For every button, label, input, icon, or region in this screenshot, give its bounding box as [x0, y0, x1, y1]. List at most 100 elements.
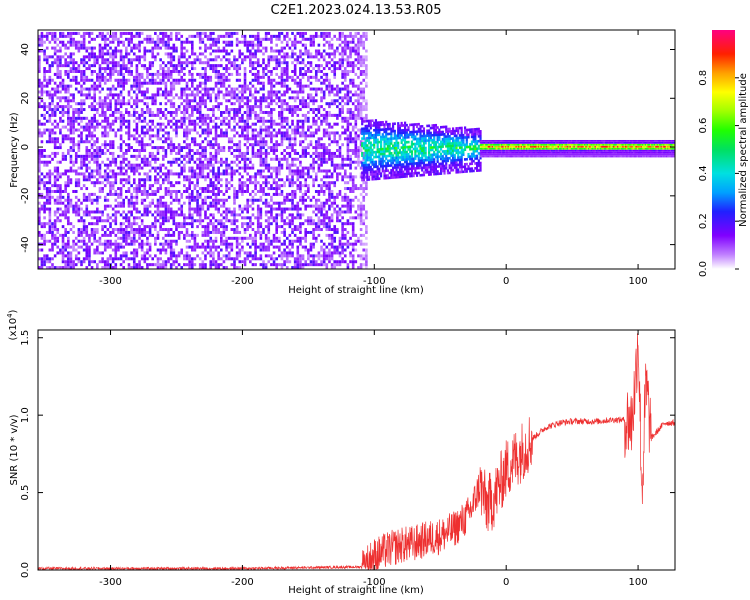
heatmap-cell — [38, 58, 41, 62]
heatmap-cell — [135, 31, 139, 35]
heatmap-cell — [256, 213, 260, 217]
heatmap-cell — [143, 149, 147, 153]
heatmap-cell — [122, 233, 126, 237]
heatmap-cell — [67, 134, 70, 138]
heatmap-cell — [61, 137, 65, 141]
heatmap-cell — [233, 263, 236, 267]
heatmap-cell — [267, 125, 271, 129]
heatmap-cell — [61, 233, 65, 237]
heatmap-cell — [127, 216, 131, 220]
heatmap-cell — [122, 184, 126, 188]
heatmap-cell — [40, 105, 44, 109]
heatmap-cell — [117, 93, 120, 97]
heatmap-cell — [138, 84, 141, 88]
heatmap-cell — [117, 248, 120, 252]
heatmap-cell — [188, 210, 191, 214]
heatmap-cell — [98, 99, 102, 103]
heatmap-cell — [159, 216, 162, 220]
heatmap-cell — [93, 69, 96, 73]
heatmap-cell — [214, 81, 218, 85]
heatmap-cell — [312, 257, 315, 261]
heatmap-cell — [233, 222, 236, 226]
heatmap-cell — [270, 198, 273, 202]
heatmap-cell — [119, 110, 123, 114]
heatmap-cell — [143, 210, 147, 214]
heatmap-cell — [185, 64, 189, 68]
heatmap-cell — [61, 260, 65, 264]
heatmap-cell — [156, 178, 160, 182]
heatmap-cell — [167, 67, 170, 71]
heatmap-cell — [183, 254, 186, 258]
heatmap-cell — [90, 222, 94, 226]
heatmap-cell — [233, 125, 236, 129]
heatmap-cell — [151, 52, 155, 56]
heatmap-cell — [38, 151, 41, 155]
heatmap-cell — [48, 119, 52, 123]
heatmap-cell — [317, 219, 321, 223]
heatmap-cell — [125, 31, 128, 35]
heatmap-cell — [241, 96, 244, 100]
heatmap-cell — [132, 219, 136, 223]
heatmap-cell — [130, 31, 133, 35]
heatmap-cell — [322, 90, 326, 94]
heatmap-cell — [278, 131, 281, 135]
heatmap-cell — [243, 260, 247, 264]
heatmap-cell — [217, 125, 220, 129]
heatmap-cell — [249, 108, 252, 112]
heatmap-cell — [198, 75, 202, 79]
heatmap-cell — [183, 72, 186, 76]
heatmap-cell — [45, 198, 49, 202]
heatmap-cell — [188, 119, 191, 123]
heatmap-cell — [222, 78, 226, 82]
heatmap-cell — [172, 58, 176, 62]
heatmap-cell — [111, 55, 115, 59]
heatmap-cell — [193, 263, 197, 267]
heatmap-cell — [106, 233, 110, 237]
heatmap-cell — [53, 81, 57, 85]
heatmap-cell — [254, 67, 257, 71]
heatmap-cell — [262, 122, 265, 126]
heatmap-cell — [270, 175, 273, 179]
heatmap-cell — [167, 137, 170, 141]
heatmap-cell — [299, 225, 302, 229]
heatmap-cell — [61, 78, 65, 82]
heatmap-cell — [217, 46, 220, 50]
heatmap-cell — [119, 143, 123, 147]
heatmap-cell — [61, 125, 65, 129]
heatmap-cell — [201, 263, 205, 267]
heatmap-cell — [96, 108, 99, 112]
heatmap-cell — [259, 254, 263, 258]
heatmap-cell — [114, 266, 118, 269]
heatmap-cell — [143, 102, 147, 106]
heatmap-cell — [40, 236, 44, 240]
heatmap-cell — [222, 228, 226, 232]
heatmap-cell — [214, 195, 218, 199]
heatmap-cell — [72, 137, 75, 141]
heatmap-cell — [167, 146, 170, 150]
heatmap-cell — [246, 122, 249, 126]
heatmap-cell — [251, 134, 255, 138]
heatmap-cell — [256, 105, 260, 109]
heatmap-cell — [138, 87, 141, 91]
heatmap-cell — [119, 204, 123, 208]
heatmap-cell — [43, 184, 46, 188]
heatmap-cell — [167, 119, 170, 123]
heatmap-cell — [122, 228, 126, 232]
heatmap-cell — [40, 49, 44, 53]
heatmap-cell — [103, 40, 107, 44]
heatmap-cell — [267, 201, 271, 205]
heatmap-cell — [206, 172, 210, 176]
heatmap-cell — [164, 131, 168, 135]
heatmap-cell — [204, 128, 207, 132]
heatmap-cell — [212, 69, 215, 73]
heatmap-cell — [307, 84, 310, 88]
heatmap-cell — [272, 58, 276, 62]
heatmap-cell — [85, 75, 89, 79]
heatmap-cell — [270, 187, 273, 191]
heatmap-cell — [51, 172, 54, 176]
heatmap-cell — [69, 254, 73, 258]
heatmap-cell — [114, 134, 118, 138]
heatmap-cell — [119, 172, 123, 176]
heatmap-cell — [169, 64, 173, 68]
heatmap-cell — [156, 260, 160, 264]
